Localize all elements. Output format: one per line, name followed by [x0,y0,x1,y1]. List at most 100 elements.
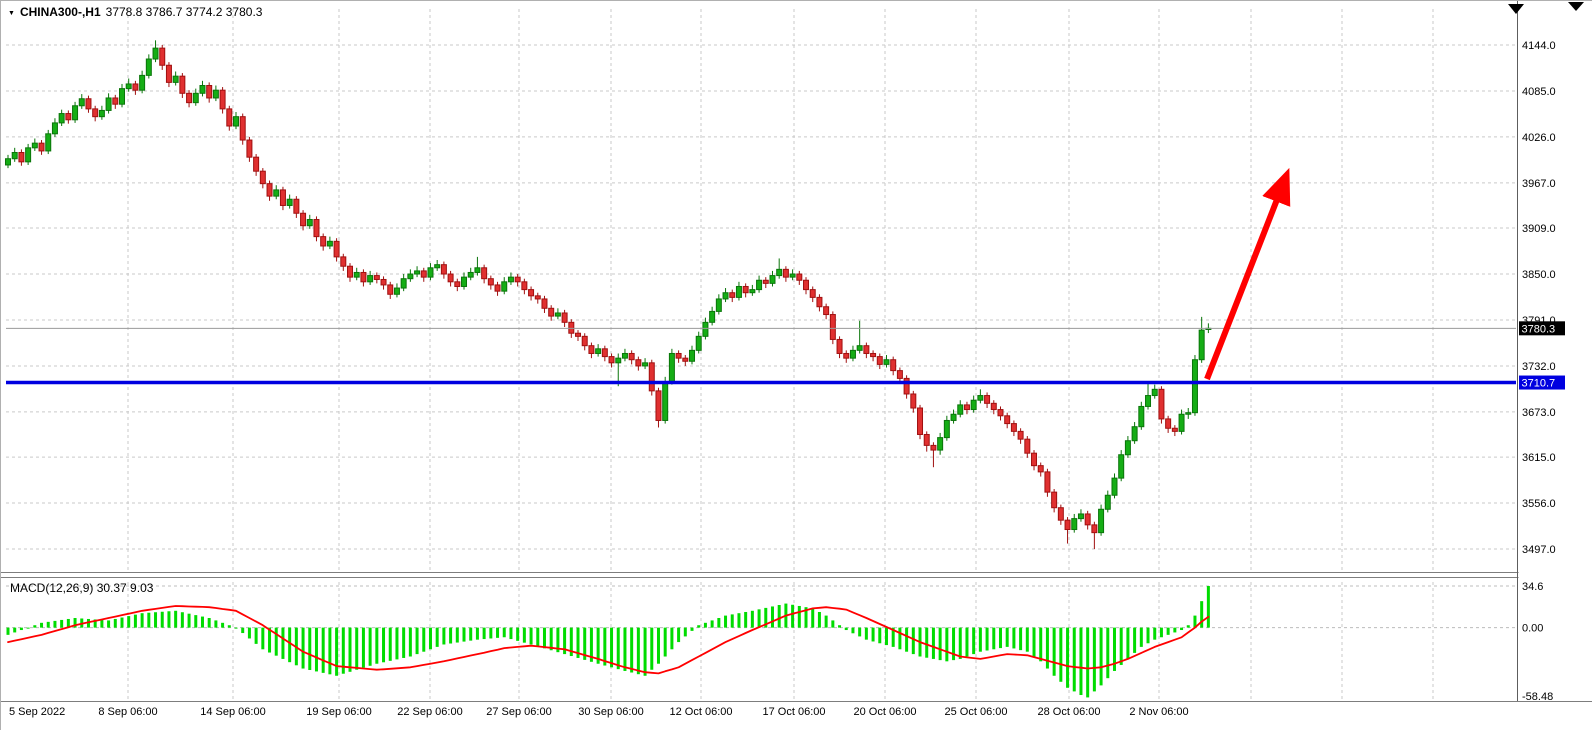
macd-histogram-bar [27,628,30,629]
macd-histogram-bar [771,606,774,627]
price-tick-label: 3673.0 [1522,407,1556,419]
macd-histogram-bar [724,616,727,628]
macd-histogram-bar [1059,628,1062,682]
macd-histogram-bar [13,628,16,633]
time-tick-label: 28 Oct 06:00 [1038,706,1101,718]
candle-bear [495,285,500,291]
candle-bear [301,213,306,225]
candle-bear [113,98,118,104]
candle-bear [227,109,232,126]
candle-bear [1052,492,1057,508]
candle-bear [522,282,527,290]
macd-histogram-bar [100,620,103,628]
candle-bull [1119,455,1124,478]
candle-bull [354,272,359,277]
macd-histogram-bar [1180,628,1183,630]
macd-histogram-bar [965,628,968,657]
macd-histogram-bar [429,628,432,650]
candle-bull [1179,414,1184,431]
candle-bull [106,98,111,110]
candle-bull [502,282,507,291]
macd-histogram-bar [322,628,325,673]
candle-bull [757,280,762,289]
macd-histogram-bar [154,612,157,627]
candle-bear [515,277,520,282]
candle-bear [549,308,554,316]
macd-histogram-bar [214,620,217,627]
candle-bull [1139,406,1144,426]
macd-histogram-bar [302,628,305,669]
macd-histogram-bar [999,628,1002,648]
macd-indicator-label: MACD(12,26,9) 30.37 9.03 [10,581,153,595]
macd-histogram-bar [349,628,352,672]
macd-histogram-bar [114,619,117,628]
candle-bull [1105,495,1110,509]
candle-bull [213,90,218,98]
candle-bear [656,391,661,421]
candle-bull [26,148,31,162]
candle-bear [743,286,748,292]
candle-bear [931,445,936,450]
candle-bear [837,339,842,353]
candle-bull [723,293,728,299]
time-tick-label: 17 Oct 06:00 [763,706,826,718]
dropdown-icon: ▼ [8,10,15,17]
macd-plot-area[interactable] [1,578,1517,701]
candle-bull [850,350,855,358]
macd-histogram-bar [60,620,63,628]
candle-bear [864,346,869,354]
macd-histogram-bar [389,628,392,661]
macd-histogram-bar [20,628,23,630]
macd-histogram-bar [536,628,539,647]
price-axis[interactable] [1519,1,1592,701]
macd-histogram-bar [711,620,714,627]
macd-histogram-bar [664,628,667,657]
macd-histogram-bar [449,628,452,644]
candle-bear [39,143,44,151]
candle-bear [897,371,902,379]
time-tick-label: 5 Sep 2022 [9,706,65,718]
price-tick-label: 3497.0 [1522,544,1556,556]
candle-bull [690,350,695,361]
macd-histogram-bar [53,621,56,628]
candle-bull [857,346,862,351]
candle-bull [12,152,17,158]
macd-histogram-bar [281,628,284,659]
candle-bear [569,322,574,333]
candle-bear [260,171,265,183]
macd-histogram-bar [134,615,137,628]
candle-bull [1112,478,1117,495]
macd-histogram-bar [1160,628,1163,638]
macd-histogram-bar [328,628,331,675]
candle-bear [488,279,493,285]
candle-bear [891,360,896,371]
candle-bull [944,420,949,437]
macd-histogram-bar [275,628,278,656]
time-tick-label: 12 Oct 06:00 [670,706,733,718]
candle-bear [1025,439,1030,453]
candle-bear [824,307,829,315]
candle-bull [462,277,467,286]
macd-histogram-bar [717,618,720,628]
macd-histogram-bar [201,617,204,628]
macd-histogram-bar [677,628,680,642]
macd-histogram-bar [241,628,244,633]
macd-histogram-bar [644,628,647,676]
candle-bear [1085,514,1090,525]
macd-histogram-bar [959,628,962,659]
candle-bull [508,277,513,282]
candle-bull [669,353,674,381]
macd-histogram-bar [1079,628,1082,695]
candle-bull [1125,441,1130,455]
macd-histogram-bar [1106,628,1109,679]
macd-histogram-bar [469,628,472,641]
candle-bear [1032,453,1037,465]
candle-bull [475,268,480,273]
candle-bull [428,268,433,277]
candle-bear [381,279,386,284]
candle-bull [73,106,78,120]
candle-bull [193,93,198,102]
candle-bear [441,265,446,274]
candle-bear [93,109,98,117]
